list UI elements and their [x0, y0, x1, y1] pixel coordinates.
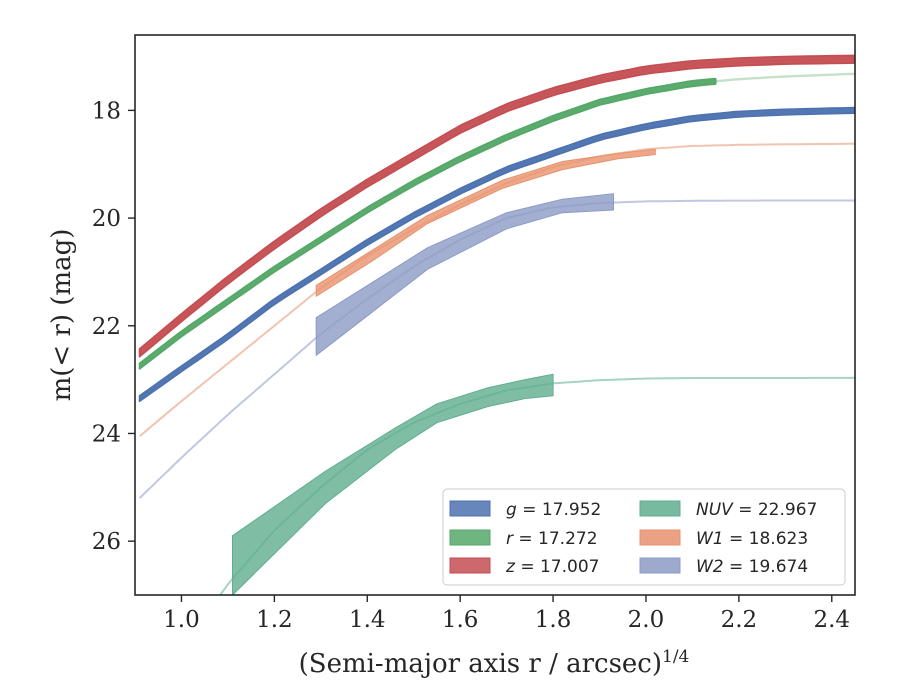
y-axis-ticks: 18 20 22 24 26 — [92, 98, 135, 555]
x-tick-label: 2.4 — [813, 607, 850, 633]
series-w2 — [138, 193, 855, 499]
legend-swatch-w2 — [639, 557, 681, 574]
series-nuv-band — [232, 373, 554, 595]
series-w1-band — [315, 148, 656, 297]
legend-item-w2: W2 = 19.674 — [639, 557, 808, 577]
legend-label-nuv: NUV = 22.967 — [696, 500, 817, 520]
x-tick-label: 2.0 — [628, 607, 665, 633]
x-tick-label: 2.2 — [721, 607, 758, 633]
legend-item-g: g = 17.952 — [449, 500, 601, 520]
legend-swatch-w1 — [639, 529, 681, 546]
legend-swatch-nuv — [639, 500, 681, 517]
legend-swatch-g — [449, 500, 491, 517]
series-g — [138, 106, 855, 403]
series-layer — [138, 54, 855, 595]
legend-label-g: g = 17.952 — [506, 500, 601, 520]
legend-label-z: z = 17.007 — [505, 557, 599, 577]
legend-item-w1: W1 = 18.623 — [639, 529, 808, 549]
y-tick-label: 24 — [92, 421, 121, 447]
legend-label-r: r = 17.272 — [506, 529, 598, 549]
series-g-band — [138, 106, 855, 403]
x-tick-label: 1.0 — [163, 607, 200, 633]
x-tick-label: 1.2 — [256, 607, 293, 633]
y-tick-label: 20 — [92, 206, 121, 232]
x-tick-label: 1.8 — [535, 607, 572, 633]
y-tick-label: 22 — [92, 314, 121, 340]
series-w1 — [138, 142, 855, 437]
x-axis-ticks: 1.0 1.2 1.4 1.6 1.8 2.0 2.2 2.4 — [163, 595, 850, 633]
plot-frame — [134, 34, 856, 596]
legend-label-w1: W1 = 18.623 — [696, 529, 808, 549]
legend-swatch-z — [449, 557, 491, 574]
legend-item-z: z = 17.007 — [449, 557, 599, 577]
series-z — [138, 54, 855, 358]
series-r — [138, 72, 855, 370]
x-axis-label: (Semi-major axis r / arcsec)1/4 — [299, 647, 690, 679]
y-axis-label: m(< r) (mag) — [47, 229, 77, 402]
series-z-band — [138, 54, 855, 358]
series-nuv — [218, 373, 855, 595]
y-tick-label: 18 — [92, 98, 121, 124]
x-axis-label-exponent: 1/4 — [662, 647, 689, 667]
x-tick-label: 1.4 — [349, 607, 386, 633]
series-w2-band — [315, 193, 614, 356]
legend-item-nuv: NUV = 22.967 — [639, 500, 817, 520]
legend-swatch-r — [449, 529, 491, 546]
x-axis-label-text: (Semi-major axis r / arcsec) — [299, 649, 662, 679]
legend-label-w2: W2 = 19.674 — [696, 557, 808, 577]
x-tick-label: 1.6 — [442, 607, 479, 633]
legend-item-r: r = 17.272 — [449, 529, 598, 549]
y-tick-label: 26 — [92, 529, 121, 555]
series-r-band — [138, 77, 717, 370]
legend: g = 17.952 r = 17.272 z = 17.007 NUV = 22.9… — [442, 488, 846, 586]
